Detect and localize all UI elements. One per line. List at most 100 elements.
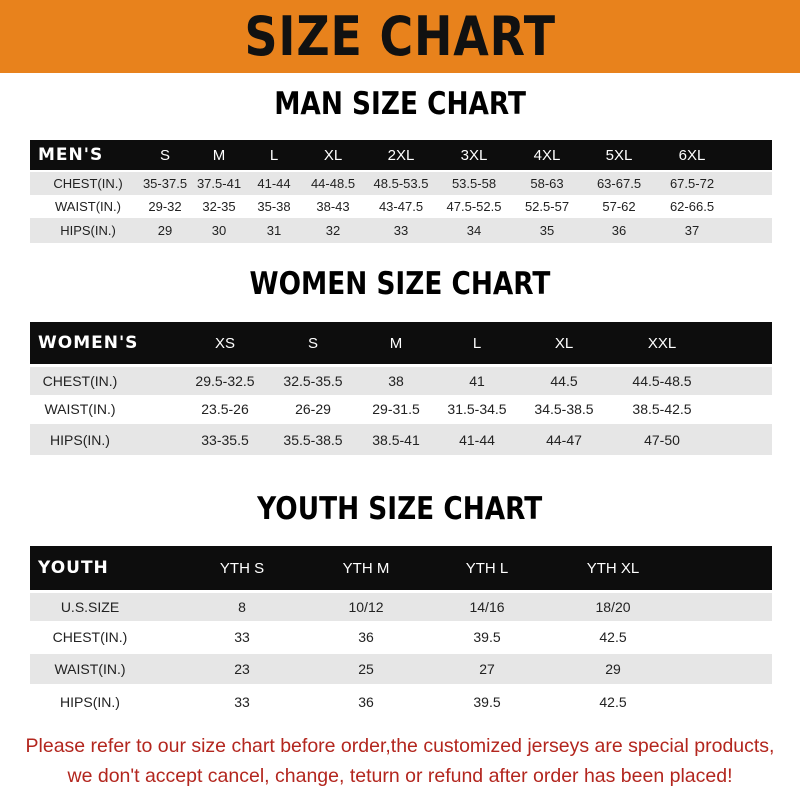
table-cell: 39.5	[473, 629, 501, 645]
table-cell: 29.5-32.5	[195, 373, 255, 389]
table-cell: 44.5	[550, 373, 578, 389]
table-cell: 33	[393, 223, 409, 238]
table-cell: 34.5-38.5	[534, 401, 594, 417]
table-cell: 26-29	[295, 401, 331, 417]
table-cell: 18/20	[595, 599, 631, 615]
table-cell: 33	[234, 629, 250, 645]
table-cell: 32	[325, 223, 341, 238]
table-cell: 23.5-26	[201, 401, 249, 417]
row-label: WAIST(IN.)	[44, 401, 116, 417]
table-row: WAIST(IN.) 23 25 27 29	[30, 654, 772, 684]
row-label: U.S.SIZE	[60, 599, 120, 615]
table-row: WAIST(IN.) 29-32 32-35 35-38 38-43 43-47.5 47.…	[30, 195, 772, 218]
table-cell: 39.5	[473, 693, 501, 710]
table-cell: 58-63	[530, 176, 564, 191]
table-row: CHEST(IN.) 35-37.5 37.5-41 41-44 44-48.5 48.5…	[30, 172, 772, 195]
column-header: 3XL	[460, 146, 488, 164]
column-header: 2XL	[387, 146, 415, 164]
table-cell: 14/16	[469, 599, 505, 615]
table-cell: 32-35	[202, 199, 236, 214]
table-cell: 44.5-48.5	[632, 373, 692, 389]
youth-header-row: YOUTH YTH S YTH M YTH L YTH XL	[30, 546, 772, 590]
column-header: S	[307, 334, 319, 352]
table-cell: 29-31.5	[372, 401, 420, 417]
table-cell: 29	[157, 223, 173, 238]
table-row: U.S.SIZE 8 10/12 14/16 18/20	[30, 593, 772, 621]
row-label: WAIST(IN.)	[54, 661, 126, 677]
table-cell: 48.5-53.5	[373, 176, 429, 191]
table-cell: 37.5-41	[196, 176, 242, 191]
table-cell: 32.5-35.5	[283, 373, 343, 389]
table-cell: 38.5-41	[372, 431, 420, 448]
column-header: L	[472, 334, 482, 352]
table-cell: 35-38	[257, 199, 291, 214]
notice-line-1: Please refer to our size chart before or…	[25, 735, 775, 757]
table-cell: 38-43	[316, 199, 350, 214]
table-cell: 35.5-38.5	[283, 431, 343, 448]
table-label: MEN'S	[38, 145, 104, 165]
column-header: XXL	[647, 334, 677, 352]
table-cell: 52.5-57	[524, 199, 570, 214]
table-cell: 38	[388, 373, 404, 389]
table-cell: 47-50	[644, 431, 680, 448]
table-cell: 42.5	[599, 629, 627, 645]
table-cell: 36	[358, 629, 374, 645]
table-cell: 33	[234, 693, 250, 710]
table-cell: 23	[234, 661, 250, 677]
table-cell: 34	[466, 223, 482, 238]
table-cell: 43-47.5	[378, 199, 424, 214]
table-cell: 44-47	[546, 431, 582, 448]
column-header: S	[159, 146, 171, 164]
women-title: WOMEN SIZE CHART	[249, 266, 551, 302]
column-header: 4XL	[533, 146, 561, 164]
column-header: YTH L	[465, 559, 509, 577]
table-row: HIPS(IN.) 33-35.5 35.5-38.5 38.5-41 41-44 44-…	[30, 424, 772, 455]
row-label: CHEST(IN.)	[52, 629, 128, 645]
table-cell: 27	[479, 661, 495, 677]
column-header: YTH M	[342, 559, 390, 577]
men-title: MAN SIZE CHART	[274, 86, 526, 122]
row-label: CHEST(IN.)	[53, 176, 123, 191]
table-row: WAIST(IN.) 23.5-26 26-29 29-31.5 31.5-34.5 34…	[30, 395, 772, 423]
table-cell: 25	[358, 661, 374, 677]
column-header: XL	[323, 146, 343, 164]
table-cell: 53.5-58	[451, 176, 497, 191]
men-header-row: MEN'S S M L XL 2XL 3XL 4XL 5XL 6XL	[30, 140, 772, 170]
table-cell: 38.5-42.5	[632, 401, 692, 417]
table-cell: 41-44	[459, 431, 495, 448]
table-row: HIPS(IN.) 29 30 31 32 33 34 35 36 37	[30, 218, 772, 243]
column-header: XL	[554, 334, 574, 352]
row-label: HIPS(IN.)	[60, 223, 116, 238]
table-cell: 37	[684, 223, 700, 238]
table-cell: 35-37.5	[142, 176, 188, 191]
column-header: 5XL	[605, 146, 633, 164]
table-cell: 41	[469, 373, 485, 389]
table-cell: 29	[605, 661, 621, 677]
row-label: CHEST(IN.)	[42, 373, 118, 389]
column-header: M	[212, 146, 226, 164]
row-label: HIPS(IN.)	[50, 431, 110, 448]
table-cell: 47.5-52.5	[446, 199, 502, 214]
table-cell: 36	[358, 693, 374, 710]
table-cell: 8	[238, 599, 246, 615]
table-cell: 33-35.5	[201, 431, 249, 448]
column-header: XS	[214, 334, 236, 352]
women-header-row: WOMEN'S XS S M L XL XXL	[30, 322, 772, 364]
notice-line-2: we don't accept cancel, change, teturn o…	[67, 765, 733, 787]
table-cell: 62-66.5	[669, 199, 715, 214]
table-cell: 31	[266, 223, 282, 238]
column-header: YTH XL	[586, 559, 640, 577]
table-cell: 42.5	[599, 693, 627, 710]
table-cell: 31.5-34.5	[447, 401, 507, 417]
table-cell: 63-67.5	[596, 176, 642, 191]
table-row: CHEST(IN.) 29.5-32.5 32.5-35.5 38 41 44.5 44.5…	[30, 367, 772, 395]
table-cell: 10/12	[348, 599, 384, 615]
row-label: HIPS(IN.)	[60, 693, 120, 710]
column-header: YTH S	[219, 559, 265, 577]
column-header: M	[389, 334, 403, 352]
table-cell: 29-32	[148, 199, 182, 214]
table-row: HIPS(IN.) 33 36 39.5 42.5	[30, 686, 772, 717]
table-cell: 67.5-72	[669, 176, 715, 191]
youth-title: YOUTH SIZE CHART	[257, 491, 543, 527]
column-header: L	[269, 146, 279, 164]
